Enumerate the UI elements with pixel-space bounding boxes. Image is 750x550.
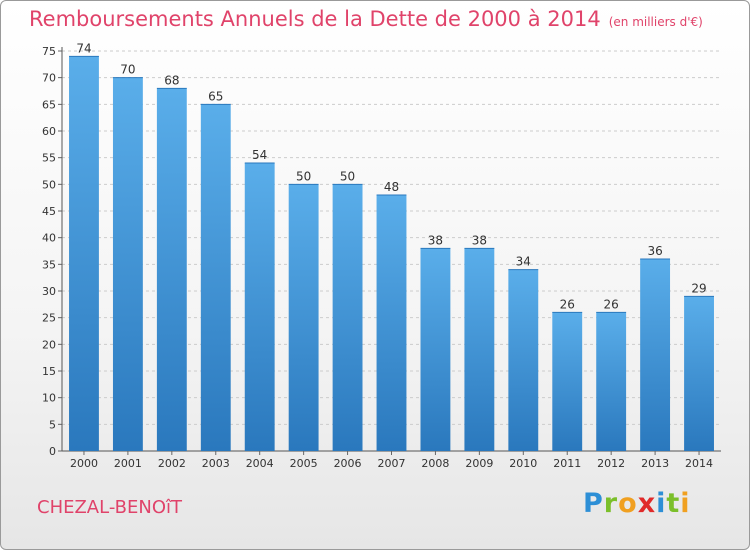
y-tick-label: 60: [42, 125, 56, 138]
bar-value-label: 70: [120, 63, 135, 77]
bar-value-label: 68: [164, 73, 179, 87]
x-tick-label: 2010: [509, 457, 537, 470]
y-tick-label: 15: [42, 365, 56, 378]
brand-letter: i: [680, 488, 691, 519]
bar: [376, 195, 407, 451]
bar: [112, 77, 143, 452]
bar-value-label: 48: [384, 180, 399, 194]
bar-value-label: 36: [647, 244, 662, 258]
x-tick-label: 2011: [553, 457, 581, 470]
bar-value-label: 50: [296, 169, 311, 183]
bar: [200, 104, 231, 451]
bar-value-label: 38: [472, 233, 487, 247]
y-tick-label: 35: [42, 258, 56, 271]
x-tick-label: 2004: [246, 457, 274, 470]
y-tick-label: 65: [42, 98, 56, 111]
bar: [288, 184, 319, 452]
x-tick-label: 2000: [70, 457, 98, 470]
chart-title: Remboursements Annuels de la Dette de 20…: [29, 7, 703, 31]
chart-unit: (en milliers d'€): [608, 15, 703, 29]
bar-value-label: 26: [560, 297, 575, 311]
commune-name: CHEZAL-BENOîT: [37, 497, 183, 518]
labels: 0 5 10 15 20 25 30 35 40 45 50 55 60 65 70 75 74 2000 70 20…: [42, 41, 713, 470]
x-tick-label: 2008: [421, 457, 449, 470]
brand-letter: i: [656, 488, 667, 519]
bar: [684, 296, 714, 451]
y-tick-label: 45: [42, 205, 56, 218]
bar-value-label: 54: [252, 148, 267, 162]
bar-value-label: 38: [428, 233, 443, 247]
x-tick-label: 2007: [378, 457, 406, 470]
bar: [596, 312, 627, 451]
bar: [640, 259, 671, 451]
bar: [69, 56, 99, 451]
bar: [244, 163, 275, 451]
x-tick-label: 2014: [685, 457, 713, 470]
x-tick-label: 2003: [202, 457, 230, 470]
y-tick-label: 10: [42, 392, 56, 405]
y-tick-label: 75: [42, 45, 56, 58]
y-tick-label: 55: [42, 152, 56, 165]
bar-value-label: 34: [516, 255, 531, 269]
y-tick-label: 30: [42, 285, 56, 298]
y-tick-label: 0: [49, 445, 56, 458]
x-tick-label: 2009: [465, 457, 493, 470]
x-tick-label: 2012: [597, 457, 625, 470]
bar-value-label: 29: [691, 281, 706, 295]
bar-value-label: 50: [340, 169, 355, 183]
y-tick-label: 40: [42, 232, 56, 245]
bar: [508, 269, 539, 451]
brand-letter: o: [618, 488, 638, 519]
y-tick-label: 50: [42, 178, 56, 191]
x-tick-label: 2001: [114, 457, 142, 470]
bar: [332, 184, 363, 452]
brand-letter: r: [603, 488, 619, 519]
bar: [552, 312, 583, 451]
brand-logo: Proxiti: [583, 488, 691, 519]
bar: [464, 248, 495, 451]
bars: [69, 55, 714, 452]
bar: [156, 88, 187, 451]
y-tick-label: 5: [49, 418, 56, 431]
bar-value-label: 74: [76, 41, 91, 55]
y-tick-label: 25: [42, 312, 56, 325]
x-tick-label: 2002: [158, 457, 186, 470]
chart-title-text: Remboursements Annuels de la Dette de 20…: [29, 7, 601, 31]
x-tick-label: 2005: [290, 457, 318, 470]
bar: [420, 248, 451, 451]
y-tick-label: 70: [42, 72, 56, 85]
bar-value-label: 65: [208, 89, 223, 103]
brand-letter: P: [583, 488, 604, 519]
y-tick-label: 20: [42, 338, 56, 351]
brand-letter: t: [666, 488, 681, 519]
bar-value-label: 26: [604, 297, 619, 311]
brand-letter: x: [637, 488, 657, 519]
x-tick-label: 2006: [334, 457, 362, 470]
x-tick-label: 2013: [641, 457, 669, 470]
